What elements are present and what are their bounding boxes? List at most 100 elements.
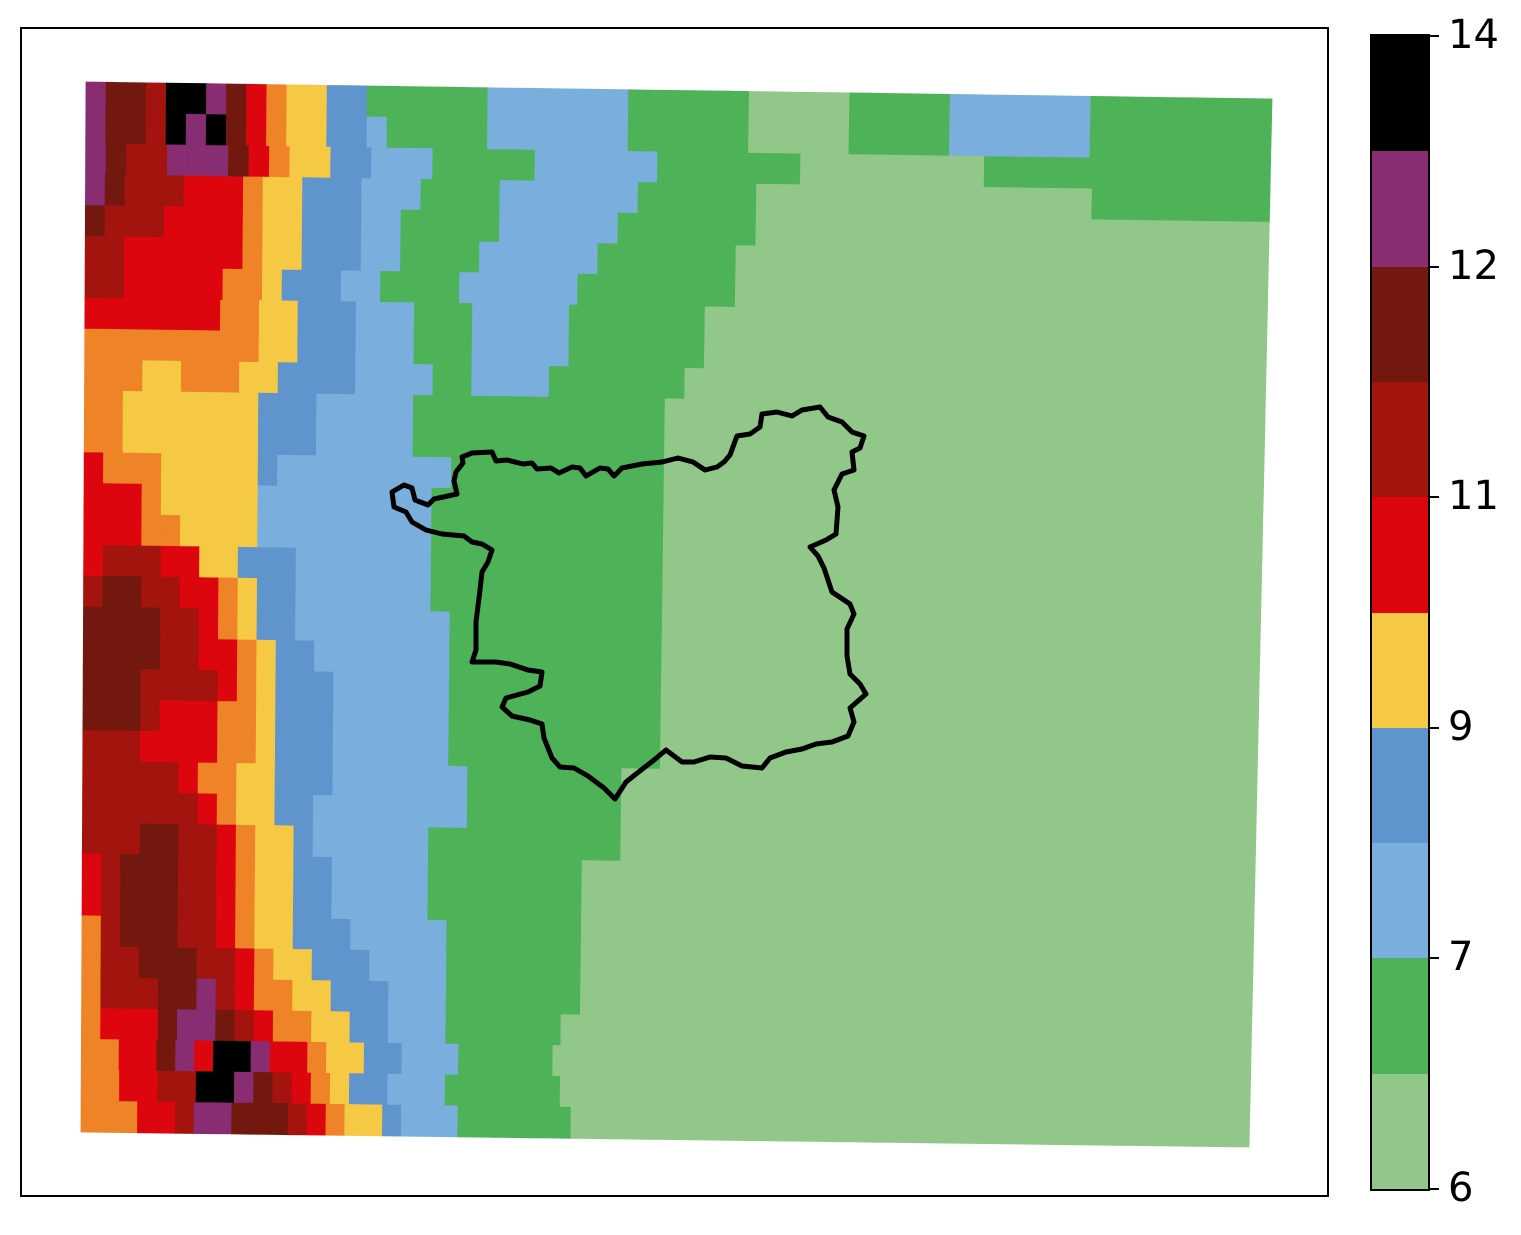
grid-cell [661,614,683,647]
grid-cell [657,922,678,955]
grid-cell [1188,344,1209,377]
grid-cell [1084,712,1105,745]
grid-cell [701,491,723,524]
grid-cell [180,422,201,455]
grid-cell [912,586,934,619]
grid-cell [1158,837,1180,870]
grid-cell [123,267,145,300]
grid-cell [368,1011,389,1044]
grid-cell [1220,652,1241,685]
grid-cell [1179,744,1201,777]
grid-cell [989,588,1011,621]
grid-cell [948,124,971,157]
grid-cell [808,91,831,124]
grid-cell [1108,435,1130,468]
grid-cell [226,83,248,116]
grid-cell [771,986,793,1019]
grid-cell [1189,220,1211,253]
grid-cell [1047,619,1068,652]
grid-cell [82,637,104,670]
grid-cell [272,979,294,1012]
grid-cell [387,1012,409,1045]
grid-cell [777,585,799,618]
grid-cell [1071,342,1093,375]
grid-cell [913,185,935,218]
grid-cell [981,1081,1002,1114]
grid-cell [1006,711,1028,744]
grid-cell [301,239,323,272]
grid-cell [971,556,992,589]
grid-cell [1149,250,1171,284]
grid-cell [1043,804,1065,837]
grid-cell [781,338,803,371]
grid-cell [599,983,620,1016]
grid-cell [876,432,898,465]
grid-cell [1214,899,1236,932]
grid-cell [759,1047,780,1080]
grid-cell [513,1106,534,1139]
grid-cell [286,115,308,148]
grid-cell [849,925,871,958]
grid-cell [655,274,677,307]
grid-cell [84,297,105,330]
grid-cell [1091,311,1113,344]
colorbar-tick [1430,726,1439,729]
grid-cell [1139,836,1161,869]
grid-cell [138,1008,159,1041]
grid-cell [180,391,202,424]
grid-cell [1135,1021,1157,1054]
grid-cell [657,892,679,925]
grid-cell [1212,991,1234,1024]
grid-cell [254,886,275,919]
grid-cell [505,797,526,830]
grid-cell [120,823,141,856]
grid-cell [732,1016,754,1049]
grid-cell [1155,1052,1177,1085]
grid-cell [1127,466,1149,499]
grid-cell [160,607,181,640]
grid-cell [1086,558,1108,591]
grid-cell [217,731,238,764]
grid-cell [258,331,280,364]
grid-cell [157,1070,178,1103]
grid-cell [639,830,660,863]
grid-cell [141,514,162,547]
grid-cell [602,737,623,770]
grid-cell [394,332,415,365]
grid-cell [142,298,163,331]
grid-cell [178,700,200,733]
grid-cell [797,1048,818,1081]
grid-cell [275,670,296,703]
grid-cell [739,584,760,617]
grid-cell [679,707,701,740]
grid-cell [1069,95,1092,128]
grid-cell [1148,281,1170,314]
grid-cell [370,764,392,797]
grid-cell [605,490,626,523]
grid-cell [933,186,955,219]
grid-cell [655,1077,676,1110]
grid-cell [80,1008,102,1041]
grid-cell [143,205,165,238]
grid-cell [103,328,125,361]
grid-cell [560,1014,581,1047]
colorbar-bin [1372,612,1428,729]
grid-cell [926,895,948,928]
grid-cell [99,1100,120,1133]
grid-cell [932,556,954,589]
grid-cell [498,272,520,305]
grid-cell [851,771,873,804]
grid-cell [469,488,491,521]
grid-cell [193,1040,214,1073]
grid-cell [409,703,431,736]
grid-cell [854,586,876,619]
grid-cell [157,1009,178,1042]
grid-cell [952,248,974,281]
grid-cell [427,858,449,891]
grid-cells [80,81,1273,1148]
grid-cell [1173,1022,1195,1055]
grid-cell [561,890,583,923]
grid-cell [1050,280,1072,313]
grid-cell [578,181,600,214]
grid-cell [1206,375,1228,408]
